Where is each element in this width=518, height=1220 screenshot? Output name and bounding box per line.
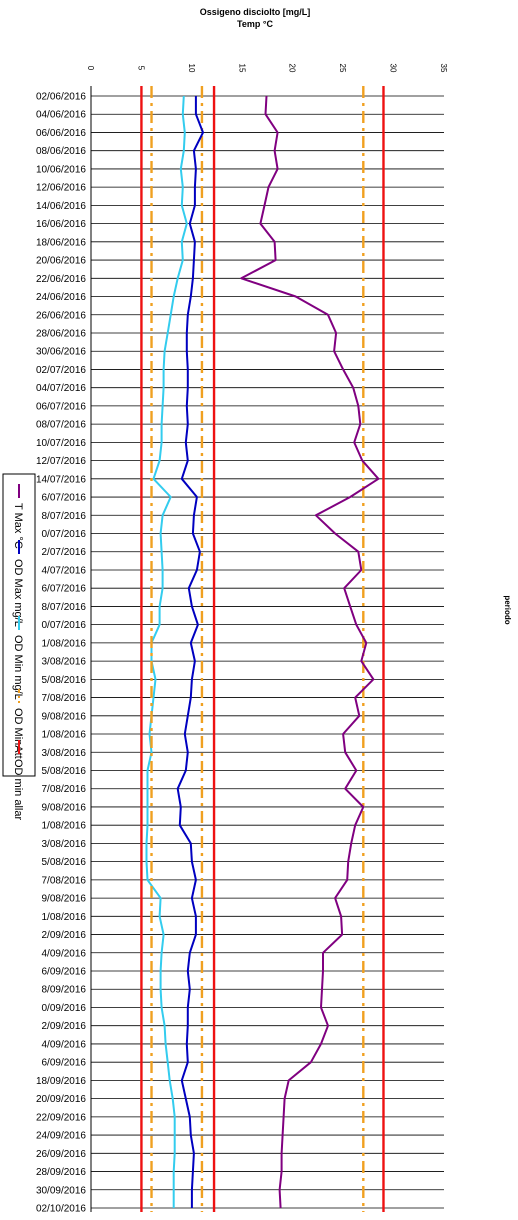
category-tick-label: 30/09/2016 [36, 1185, 86, 1196]
category-tick-label: 2/09/2016 [42, 930, 87, 941]
category-tick-label: 12/07/2016 [36, 456, 86, 467]
category-tick-label: 4/09/2016 [42, 948, 87, 959]
category-tick-label: 1/08/2016 [42, 638, 87, 649]
legend-label: OD MinAtt [12, 708, 24, 759]
category-tick-label: 5/08/2016 [42, 675, 87, 686]
category-tick-label: 14/07/2016 [36, 474, 86, 485]
category-tick-label: 1/08/2016 [42, 912, 87, 923]
category-tick-label: 16/06/2016 [36, 219, 86, 230]
y-axis-title: periodo [503, 595, 512, 624]
category-tick-label: 9/08/2016 [42, 802, 87, 813]
category-tick-label: 2/07/2016 [42, 547, 87, 558]
category-tick-label: 6/07/2016 [42, 493, 87, 504]
category-tick-label: 6/09/2016 [42, 1058, 87, 1069]
category-tick-label: 0/07/2016 [42, 620, 87, 631]
category-tick-label: 26/09/2016 [36, 1149, 86, 1160]
category-tick-label: 04/06/2016 [36, 110, 86, 121]
category-tick-label: 6/07/2016 [42, 584, 87, 595]
category-tick-label: 1/08/2016 [42, 730, 87, 741]
category-tick-label: 5/08/2016 [42, 766, 87, 777]
value-axis-tick-label: 0 [86, 66, 95, 71]
category-tick-label: 28/09/2016 [36, 1167, 86, 1178]
category-tick-label: 9/08/2016 [42, 894, 87, 905]
category-tick-label: 06/06/2016 [36, 128, 86, 139]
category-tick-label: 12/06/2016 [36, 183, 86, 194]
category-tick-label: 5/08/2016 [42, 857, 87, 868]
category-tick-label: 7/08/2016 [42, 693, 87, 704]
category-tick-label: 14/06/2016 [36, 201, 86, 212]
plot-area: 0 5 10 15 20 25 30 35 02/06/2016 04/06/2016 06/06/… [36, 64, 448, 1215]
series-line [145, 95, 188, 1208]
category-tick-label: 02/06/2016 [36, 92, 86, 103]
series-line [240, 95, 380, 1209]
category-tick-label: 8/07/2016 [42, 602, 87, 613]
value-axis-tick-label: 25 [338, 64, 347, 73]
legend: T Max °C OD Max mg/L OD Min mg/L OD MinAttO… [2, 473, 36, 820]
category-tick-label: 02/10/2016 [36, 1204, 86, 1215]
category-tick-label: 4/07/2016 [42, 565, 87, 576]
category-tick-label: 08/07/2016 [36, 420, 86, 431]
value-axis-tick-label: 5 [136, 66, 145, 71]
category-tick-label: 28/06/2016 [36, 328, 86, 339]
value-axis-tick-label: 30 [389, 64, 398, 73]
category-tick-label: 3/08/2016 [42, 839, 87, 850]
category-tick-label: 22/06/2016 [36, 274, 86, 285]
category-tick-label: 22/09/2016 [36, 1112, 86, 1123]
category-tick-label: 8/09/2016 [42, 985, 87, 996]
category-tick-label: 26/06/2016 [36, 310, 86, 321]
category-tick-label: 3/08/2016 [42, 748, 87, 759]
category-tick-label: 10/06/2016 [36, 164, 86, 175]
category-tick-label: 4/09/2016 [42, 1039, 87, 1050]
category-tick-label: 3/08/2016 [42, 657, 87, 668]
category-tick-label: 24/06/2016 [36, 292, 86, 303]
category-tick-label: 18/06/2016 [36, 237, 86, 248]
legend-label: T Max °C [12, 503, 24, 549]
chart-subtitle: Temp °C [237, 19, 273, 29]
category-tick-label: 8/07/2016 [42, 511, 87, 522]
category-tick-label: 2/09/2016 [42, 1021, 87, 1032]
category-tick-label: 0/07/2016 [42, 529, 87, 540]
legend-label: OD Min mg/L [12, 635, 24, 700]
category-tick-label: 24/09/2016 [36, 1131, 86, 1142]
category-tick-label: 20/06/2016 [36, 256, 86, 267]
category-tick-label: 1/08/2016 [42, 821, 87, 832]
category-tick-label: 6/09/2016 [42, 967, 87, 978]
category-tick-label: 08/06/2016 [36, 146, 86, 157]
chart-title: Ossigeno disciolto [mg/L] [200, 7, 311, 17]
legend-label: OD Max mg/L [12, 559, 24, 627]
value-axis-tick-label: 15 [237, 64, 246, 73]
category-tick-label: 18/09/2016 [36, 1076, 86, 1087]
category-tick-label: 0/09/2016 [42, 1003, 87, 1014]
series-line [176, 96, 204, 1208]
category-tick-label: 04/07/2016 [36, 383, 86, 394]
category-tick-label: 30/06/2016 [36, 347, 86, 358]
value-axis-tick-label: 10 [187, 64, 196, 73]
legend-label: OD min allar [12, 759, 24, 820]
value-axis-tick-label: 35 [439, 64, 448, 73]
category-tick-label: 9/08/2016 [42, 711, 87, 722]
category-tick-label: 06/07/2016 [36, 401, 86, 412]
category-tick-label: 7/08/2016 [42, 784, 87, 795]
value-axis-tick-label: 20 [288, 64, 297, 73]
category-tick-label: 7/08/2016 [42, 875, 87, 886]
category-tick-label: 10/07/2016 [36, 438, 86, 449]
category-tick-label: 20/09/2016 [36, 1094, 86, 1105]
category-tick-label: 02/07/2016 [36, 365, 86, 376]
